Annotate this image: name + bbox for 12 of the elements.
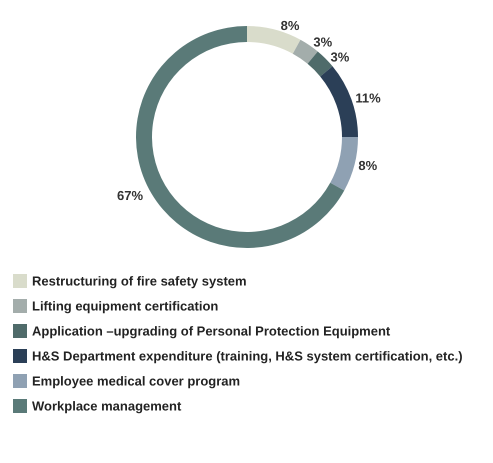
legend-label: Workplace management <box>32 398 182 414</box>
legend-label: Lifting equipment certification <box>32 298 218 314</box>
legend-label: Restructuring of fire safety system <box>32 274 247 288</box>
legend-label: H&S Department expenditure (training, H&S system certification, etc.) <box>32 348 463 364</box>
data-label: 3% <box>330 49 350 64</box>
data-label: 3% <box>313 34 333 50</box>
data-label: 11% <box>355 90 382 106</box>
legend-label: Application –upgrading of Personal Protection Equipment <box>32 324 391 338</box>
data-label: 67% <box>116 188 144 204</box>
data-label: 8% <box>358 158 378 174</box>
legend-label: Employee medical cover program <box>32 374 240 388</box>
data-label: 8% <box>280 18 300 34</box>
